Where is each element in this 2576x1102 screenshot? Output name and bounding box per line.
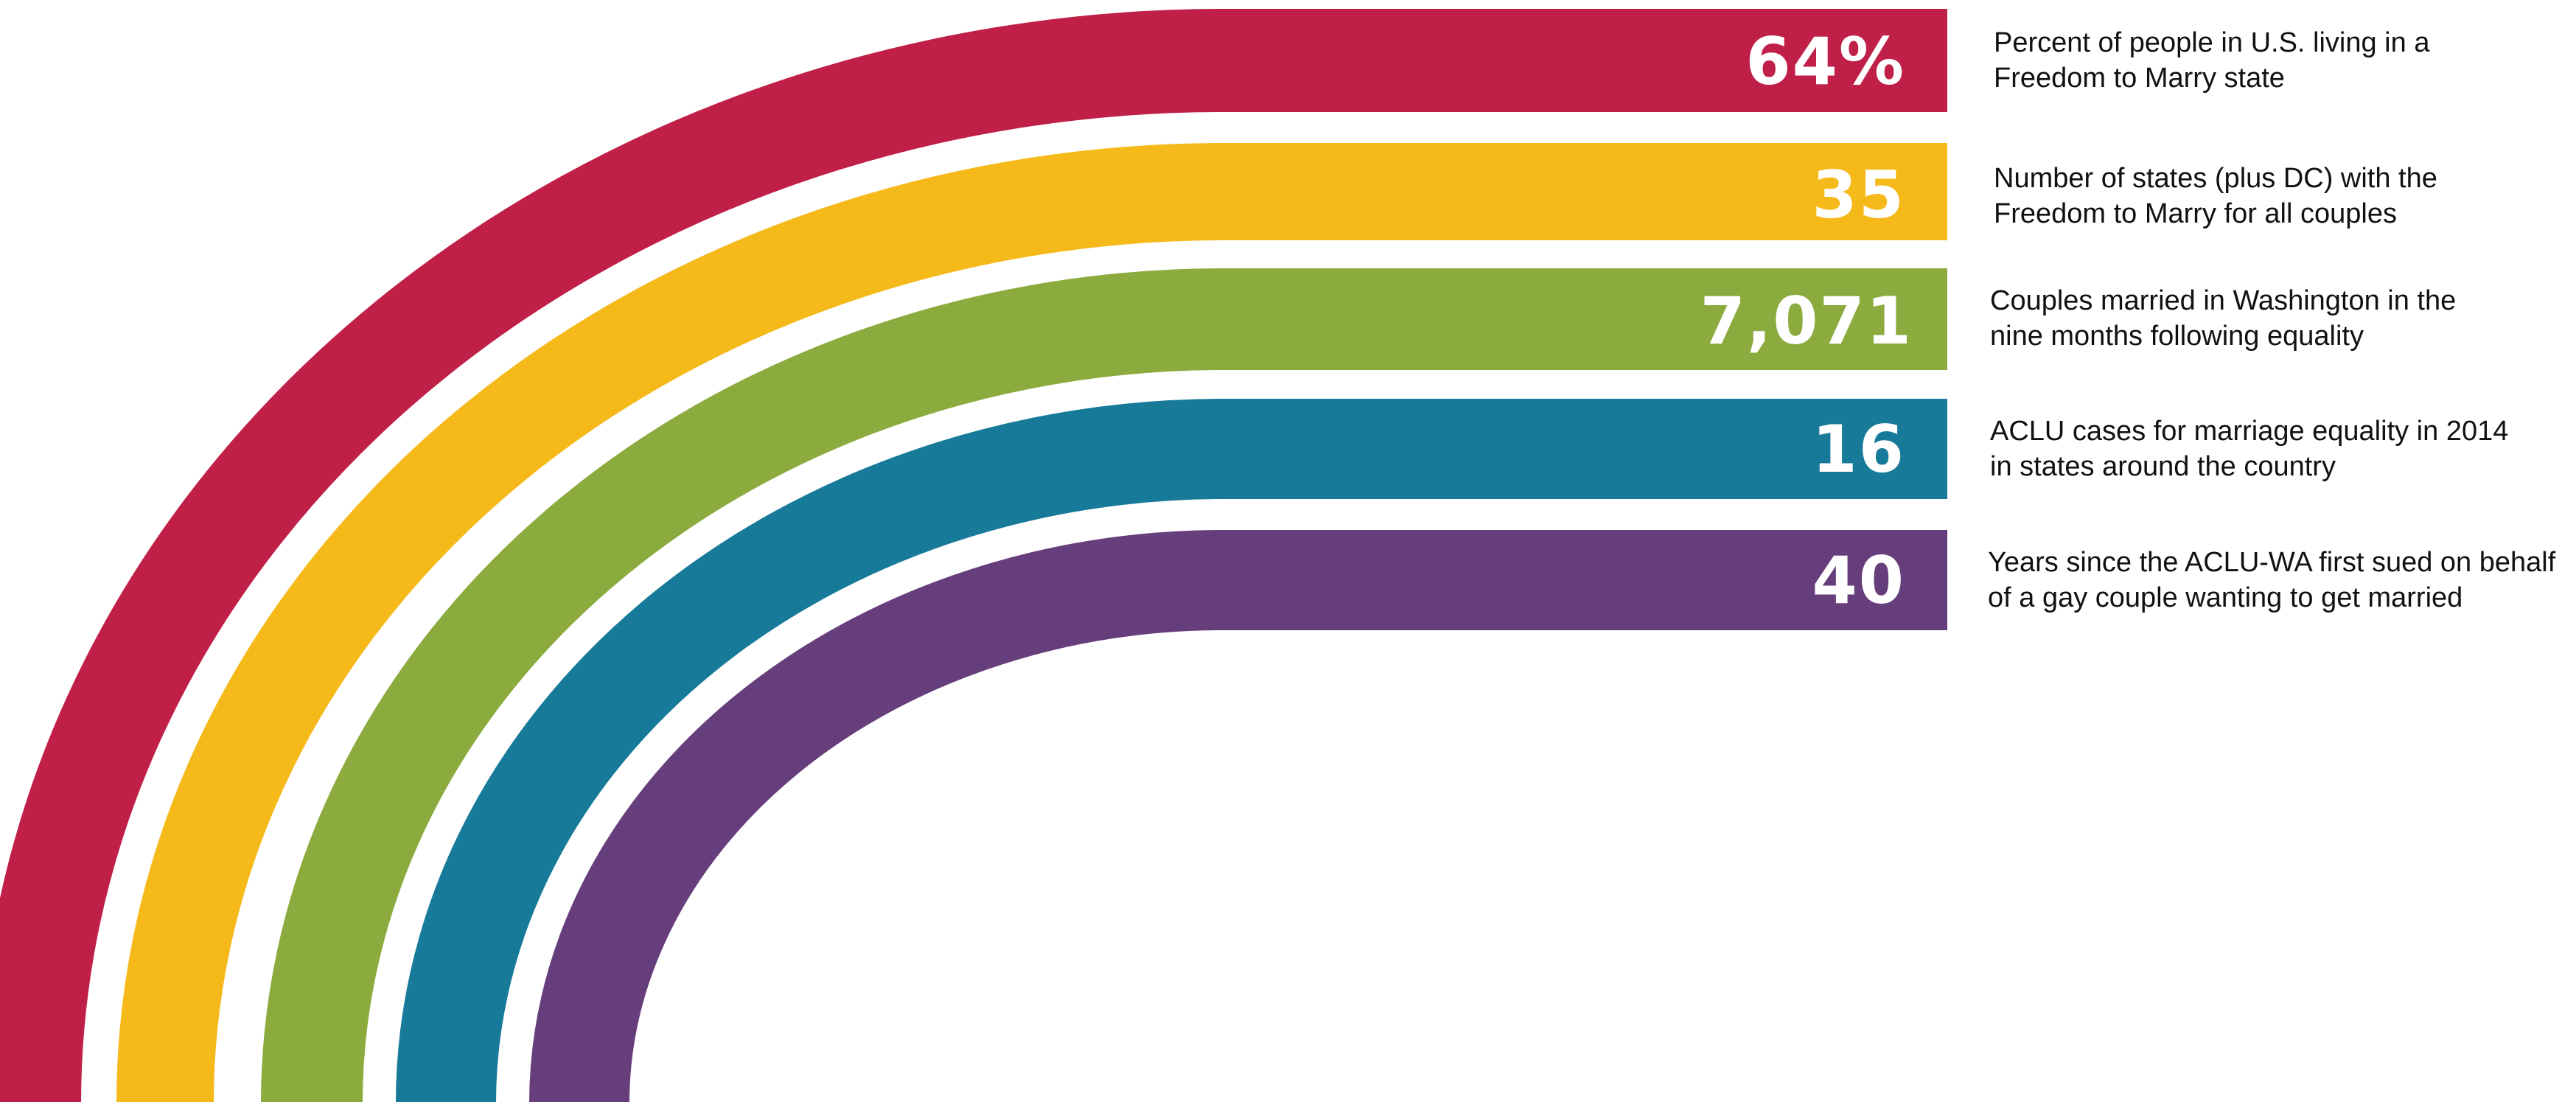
stat-value-cases: 16 (1812, 411, 1905, 487)
stat-value-states: 35 (1812, 157, 1905, 233)
stat-description-line: ACLU cases for marriage equality in 2014 (1990, 416, 2508, 447)
stat-description-line: nine months following equality (1990, 321, 2364, 352)
stat-value-percent: 64% (1745, 24, 1905, 100)
stat-description-line: Couples married in Washington in the (1990, 285, 2456, 316)
stat-value-couples: 7,071 (1700, 283, 1913, 359)
stat-description-line: in states around the country (1990, 451, 2336, 482)
stat-band-years: 40 Years since the ACLU-WA first sued on… (579, 543, 2556, 1102)
stat-description-line: Freedom to Marry for all couples (1994, 198, 2397, 229)
stat-description-line: Freedom to Marry state (1994, 63, 2285, 94)
stat-description-line: Percent of people in U.S. living in a (1994, 27, 2430, 58)
rainbow-band-purple (579, 580, 1947, 1102)
stat-description-line: Number of states (plus DC) with the (1994, 163, 2437, 194)
stat-description-line: of a gay couple wanting to get married (1988, 582, 2462, 613)
stat-value-years: 40 (1812, 543, 1905, 618)
stat-description-line: Years since the ACLU-WA first sued on be… (1988, 547, 2556, 578)
